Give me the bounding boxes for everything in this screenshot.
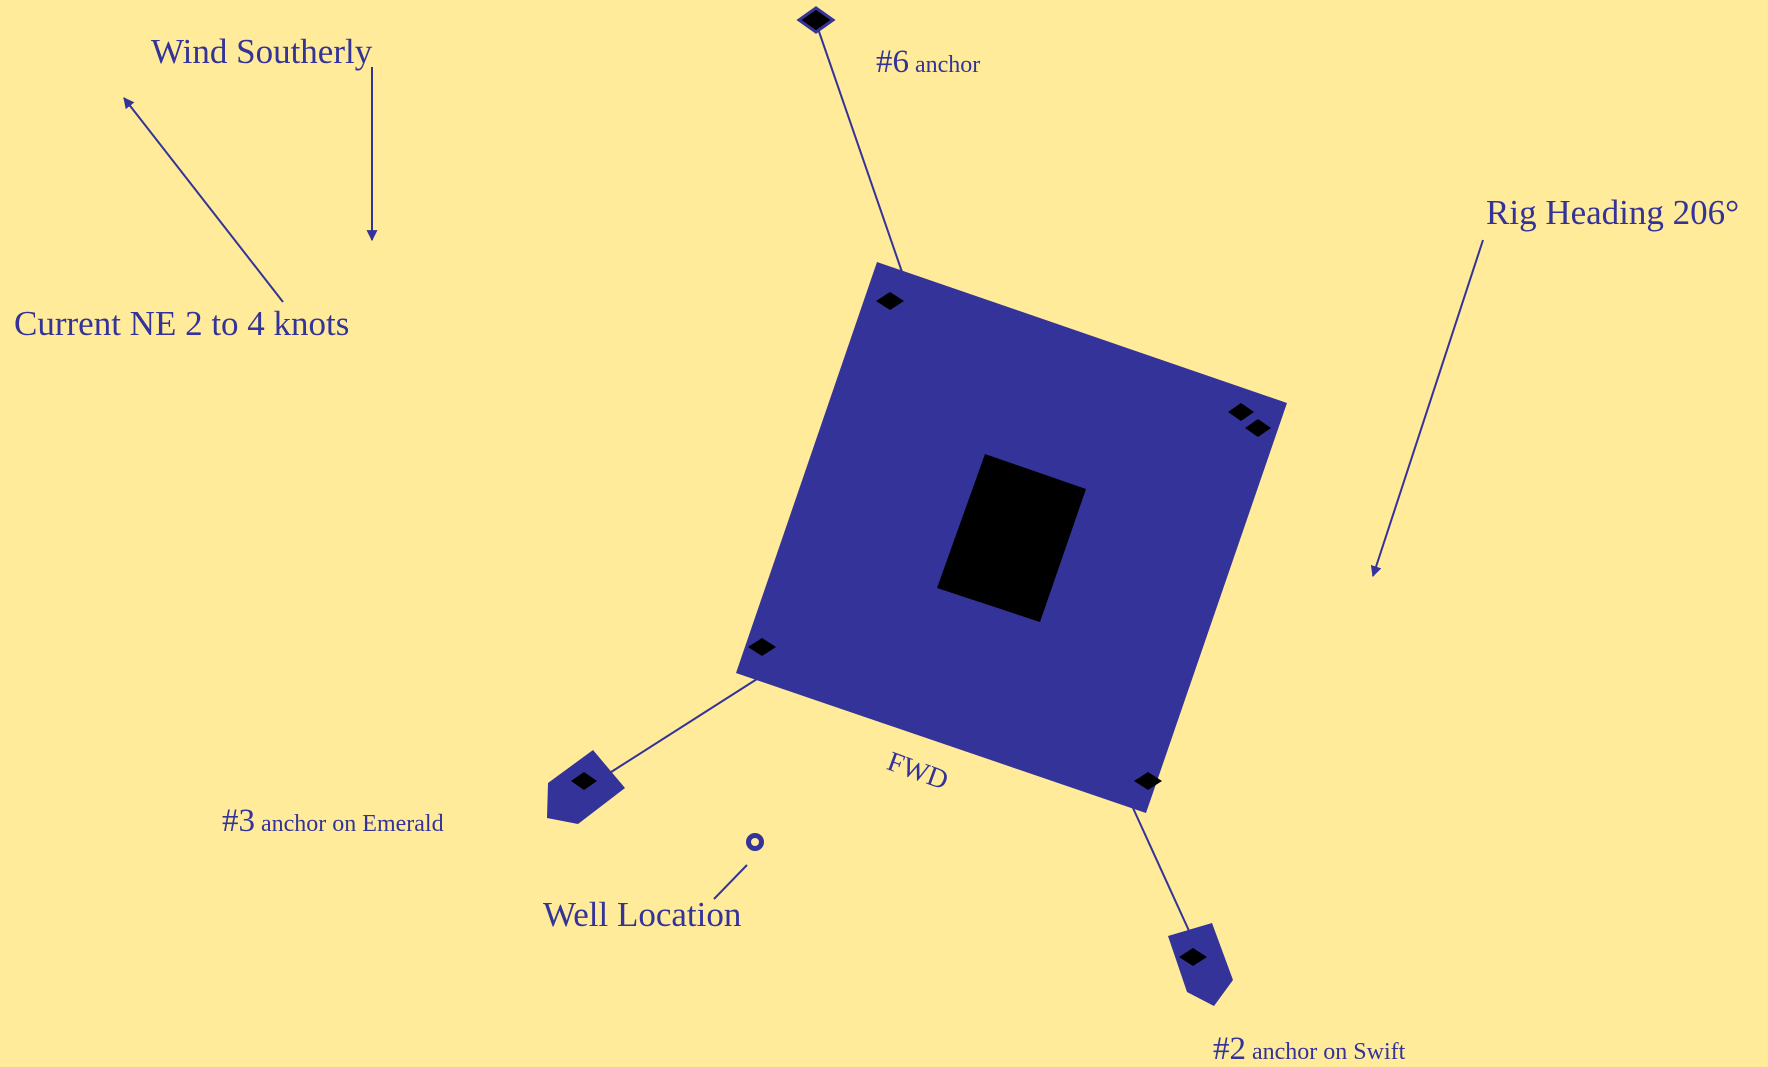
anchor2-label: #2 anchor on Swift [1213,1033,1405,1066]
anchor3-text: anchor on Emerald [255,811,444,837]
well-circle-icon [746,833,764,851]
rig-heading-label: Rig Heading 206° [1486,193,1740,232]
anchor2-line [1132,807,1191,934]
corner-marker-icon [876,292,904,310]
anchor2-diamond-icon [1179,948,1207,966]
anchor2-number: #2 [1213,1031,1246,1067]
current-arrow-icon [123,97,284,303]
anchor2-text: anchor on Swift [1246,1039,1406,1065]
anchor3-diamond-icon [571,772,597,790]
corner-marker-icon [1228,403,1254,421]
anchor6-line [814,19,903,273]
heading-arrow-icon [1370,239,1484,578]
anchor3-label: #3 anchor on Emerald [222,805,444,838]
anchor6-number: #6 [876,44,909,80]
well-location-label: Well Location [543,895,742,934]
anchor6-label: #6 anchor [876,46,980,79]
moonpool [937,454,1086,622]
current-label: Current NE 2 to 4 knots [14,304,350,343]
anchor3-number: #3 [222,803,255,839]
wind-label: Wind Southerly [151,32,373,71]
swift-boat-icon [1168,923,1233,1006]
anchor3-line [607,678,758,775]
corner-marker-icon [1245,419,1271,437]
corner-marker-icon [1134,772,1162,790]
anchor6-diamond-icon [796,6,836,34]
well-pointer-line [713,864,748,900]
anchor6-text: anchor [909,52,981,78]
corner-marker-icon [748,638,776,656]
